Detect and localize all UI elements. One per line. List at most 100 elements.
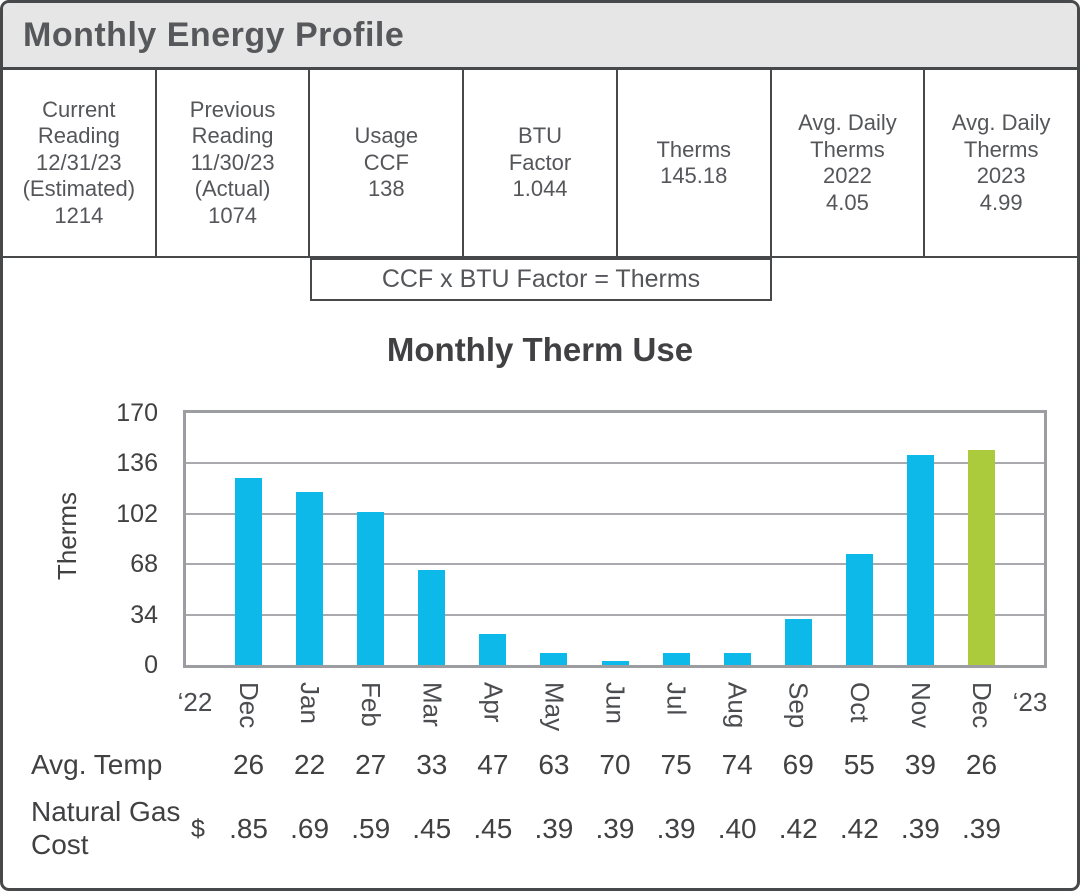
gas-cost-value: .69 — [290, 813, 330, 844]
bar — [479, 633, 507, 665]
y-tick-label: 0 — [144, 651, 158, 679]
bar-highlight — [967, 449, 995, 665]
avg-temp-value: 27 — [355, 749, 387, 780]
bar-slot — [951, 413, 1012, 665]
avg-temp-value: 26 — [232, 749, 265, 780]
summary-cell-line: Therms — [656, 136, 732, 162]
summary-cell-line: Avg. Daily — [798, 110, 897, 135]
summary-cell-line: BTU — [518, 123, 563, 149]
bar-slot — [218, 413, 279, 665]
panel-header: Monthly Energy Profile — [3, 3, 1077, 70]
summary-cell-line: 2023 — [976, 163, 1026, 188]
summary-cell-line: 1214 — [54, 202, 104, 228]
summary-cell-line: Therms — [810, 136, 885, 162]
month-label: Oct — [844, 682, 875, 723]
gas-cost-value: .39 — [656, 813, 696, 844]
bar — [540, 653, 568, 665]
summary-cell: Avg. Daily Therms 2023 4.99 — [925, 70, 1077, 256]
bar-slot — [707, 413, 768, 665]
chart-title: Monthly Therm Use — [386, 331, 694, 368]
summary-cell-line: Usage — [354, 123, 419, 149]
month-label: Aug — [722, 682, 753, 729]
gas-cost-value: .39 — [534, 813, 574, 844]
bar-slot — [646, 413, 707, 665]
gridline — [186, 512, 1044, 515]
avg-temp-value: 69 — [782, 749, 814, 780]
y-tick-label: 68 — [130, 550, 158, 579]
gas-cost-label-line2: Cost — [31, 829, 89, 860]
month-label: Feb — [356, 682, 387, 727]
bar-slot — [279, 413, 340, 665]
month-label: Jan — [295, 682, 326, 724]
gas-cost-values: .85 .69 .59 .45 .45 .39 .39 .39 .40 .42 .42 .39 .39 — [218, 813, 1012, 845]
avg-temp-value: 75 — [660, 749, 692, 780]
y-tick-label: 102 — [116, 499, 158, 528]
summary-cell-line: 2022 — [822, 163, 872, 188]
summary-cell: Avg. Daily Therms 2022 4.05 — [772, 70, 926, 256]
month-label: Jul — [661, 682, 692, 716]
y-axis-ticks: 0 34 68 102 136 170 — [63, 399, 158, 679]
avg-temp-value: 47 — [477, 749, 509, 780]
bar-slot — [768, 413, 829, 665]
month-label: Jun — [600, 682, 631, 724]
summary-cell-line: Avg. Daily — [951, 110, 1051, 135]
y-tick-label: 34 — [130, 600, 158, 629]
avg-temp-value: 70 — [599, 749, 631, 780]
summary-cell-line: 1074 — [208, 202, 258, 228]
gas-cost-value: .39 — [962, 813, 1001, 844]
summary-cell: BTU Factor 1.044 — [464, 70, 618, 256]
bar-slot — [523, 413, 584, 665]
bar — [235, 478, 263, 665]
bar — [296, 491, 324, 665]
gas-cost-value: .45 — [473, 813, 513, 844]
gas-cost-value: .40 — [717, 813, 757, 844]
avg-temp-values: 26 22 27 33 47 63 70 75 74 69 55 39 26 — [218, 749, 1012, 781]
page-title: Monthly Energy Profile — [23, 15, 405, 54]
summary-row: Current Reading 12/31/23 (Estimated) 1214 Pre… — [3, 70, 1077, 258]
summary-cell-line: (Estimated) — [22, 176, 136, 202]
avg-temp-value: 63 — [538, 749, 570, 780]
summary-cell-line: Reading — [191, 123, 274, 149]
month-labels: Dec Jan Feb Mar Apr May Jun Jul Aug Sep Oct Nov Dec — [218, 682, 1012, 731]
month-label: Dec — [966, 682, 997, 729]
year-start-label: ‘22 — [177, 687, 213, 717]
gas-cost-label-line1: Natural Gas — [31, 796, 181, 827]
formula-box: CCF x BTU Factor = Therms — [310, 258, 772, 301]
avg-temp-value: 33 — [416, 749, 448, 780]
summary-cell-line: Reading — [37, 123, 120, 149]
summary-cell-line: Factor — [508, 149, 572, 175]
summary-cell-line: Therms — [963, 136, 1039, 162]
summary-cell-line: 4.99 — [979, 189, 1023, 215]
month-label: Sep — [783, 682, 814, 729]
gas-cost-value: .45 — [412, 813, 452, 844]
year-end-label: ‘23 — [1012, 687, 1048, 717]
bar-slot — [829, 413, 890, 665]
formula-text: CCF x BTU Factor = Therms — [381, 265, 701, 293]
gas-cost-value: .39 — [595, 813, 635, 844]
summary-cell-line: 145.18 — [660, 163, 728, 188]
summary-cell-line: Previous — [189, 96, 276, 122]
summary-cell: Previous Reading 11/30/23 (Actual) 1074 — [157, 70, 311, 256]
summary-cell: Therms 145.18 — [618, 70, 772, 256]
gas-cost-value: .42 — [839, 813, 879, 844]
avg-temp-value: 55 — [843, 749, 875, 780]
gas-cost-label: Natural Gas Cost — [31, 795, 231, 861]
bar — [906, 454, 934, 665]
avg-temp-label: Avg. Temp — [31, 749, 163, 780]
bar-slot — [890, 413, 951, 665]
month-label: May — [539, 682, 570, 732]
bar — [723, 653, 751, 665]
summary-cell: Current Reading 12/31/23 (Estimated) 1214 — [3, 70, 157, 256]
summary-cell-line: Current — [42, 96, 116, 122]
summary-cell-line: 1.044 — [512, 176, 568, 202]
bar — [418, 570, 446, 665]
y-tick-label: 170 — [116, 399, 158, 427]
month-label: Nov — [905, 682, 936, 729]
bar-slot — [340, 413, 401, 665]
summary-cell-line: 4.05 — [826, 189, 869, 215]
summary-cell-line: 12/31/23 — [36, 149, 122, 175]
avg-temp-value: 39 — [904, 749, 936, 780]
gridline — [186, 563, 1044, 566]
y-tick-label: 136 — [116, 449, 158, 478]
